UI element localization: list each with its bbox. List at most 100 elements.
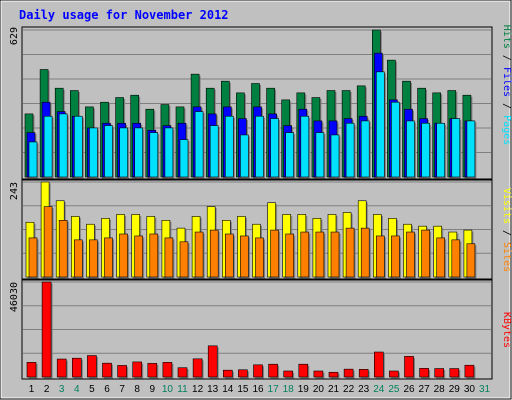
label-separator: / [501, 97, 512, 115]
bar-kbytes [41, 281, 52, 378]
bar-kbytes [373, 351, 384, 378]
bar-kbytes [132, 361, 142, 378]
series-axis-label: Visits / Sites [501, 188, 512, 272]
x-tick-label: 23 [358, 384, 370, 395]
bar-pages [330, 134, 340, 178]
bar-pages [74, 115, 83, 178]
x-tick-label: 25 [388, 384, 400, 395]
x-tick-label: 18 [283, 384, 295, 395]
bar-pages [194, 111, 204, 178]
series-axis-label: Hits / Files / Pages [501, 25, 512, 145]
bar-sites [391, 235, 400, 278]
bar-pages [466, 120, 476, 178]
x-tick-label: 31 [479, 384, 491, 395]
label-separator: / [501, 224, 512, 242]
series-name-files: Files [501, 67, 512, 97]
bar-pages [89, 127, 98, 178]
bar-sites [119, 233, 128, 278]
bar-kbytes [207, 345, 218, 378]
bar-pages [255, 115, 264, 178]
bar-sites [194, 231, 204, 278]
x-tick-label: 11 [177, 384, 188, 395]
x-tick-label: 21 [328, 384, 340, 395]
x-tick-label: 7 [119, 384, 125, 395]
bar-pages [285, 132, 295, 178]
x-tick-label: 2 [44, 384, 50, 395]
x-tick-label: 8 [134, 384, 140, 395]
bar-sites [466, 243, 476, 278]
ymax-label: 629 [9, 27, 20, 45]
bar-sites [28, 237, 38, 278]
x-tick-label: 16 [252, 384, 264, 395]
series-name-sites: Sites [501, 242, 512, 272]
bar-sites [58, 220, 68, 278]
bar-sites [375, 235, 385, 278]
bar-pages [406, 120, 415, 178]
bar-sites [360, 227, 370, 278]
bar-kbytes [434, 368, 445, 378]
bar-pages [391, 101, 400, 178]
x-tick-label: 19 [298, 384, 310, 395]
bar-kbytes [162, 362, 173, 378]
label-separator: / [501, 49, 512, 67]
x-tick-label: 28 [434, 384, 446, 395]
bar-kbytes [147, 363, 158, 378]
bar-sites [436, 237, 446, 278]
bar-pages [451, 118, 461, 178]
bar-kbytes [283, 370, 294, 378]
bar-sites [179, 241, 189, 278]
bar-pages [179, 139, 189, 178]
bar-kbytes [358, 369, 369, 378]
bar-kbytes [87, 355, 97, 378]
bar-sites [345, 227, 355, 278]
bar-sites [406, 231, 415, 278]
bar-sites [255, 237, 264, 278]
x-tick-label: 9 [150, 384, 156, 395]
bar-pages [240, 134, 249, 178]
bar-kbytes [404, 356, 414, 378]
bar-sites [43, 206, 53, 278]
x-tick-label: 6 [104, 384, 110, 395]
bar-kbytes [192, 358, 203, 378]
bar-kbytes [268, 363, 278, 378]
chart-title: Daily usage for November 2012 [19, 8, 229, 22]
bar-sites [164, 237, 174, 278]
x-tick-label: 29 [449, 384, 461, 395]
x-tick-label: 10 [162, 384, 174, 395]
bar-kbytes [313, 370, 324, 378]
bar-kbytes [56, 358, 67, 378]
bar-pages [28, 141, 38, 178]
bar-kbytes [238, 369, 248, 378]
bar-sites [270, 229, 279, 278]
x-tick-label: 22 [343, 384, 355, 395]
bar-kbytes [223, 369, 233, 378]
bar-kbytes [177, 367, 188, 378]
bar-kbytes [389, 370, 399, 378]
bar-sites [451, 239, 461, 278]
x-tick-label: 30 [464, 384, 476, 395]
x-tick-label: 12 [192, 384, 204, 395]
x-tick-label: 15 [237, 384, 249, 395]
x-tick-label: 14 [222, 384, 234, 395]
bar-pages [360, 120, 370, 178]
ymax-label: 243 [9, 182, 20, 200]
series-name-visits: Visits [501, 188, 512, 224]
bar-kbytes [72, 357, 82, 378]
bar-pages [421, 122, 430, 178]
bar-sites [149, 233, 159, 278]
bar-pages [43, 115, 53, 178]
bar-pages [436, 122, 446, 178]
bar-sites [225, 233, 234, 278]
x-tick-label: 3 [59, 384, 65, 395]
bars [24, 29, 477, 379]
bar-kbytes [419, 368, 429, 378]
x-tick-label: 20 [313, 384, 325, 395]
bar-pages [345, 122, 355, 178]
bar-kbytes [253, 364, 263, 378]
bar-pages [164, 127, 174, 178]
bar-sites [240, 235, 249, 278]
ymax-label: 46030 [9, 282, 20, 312]
bar-sites [300, 231, 310, 278]
